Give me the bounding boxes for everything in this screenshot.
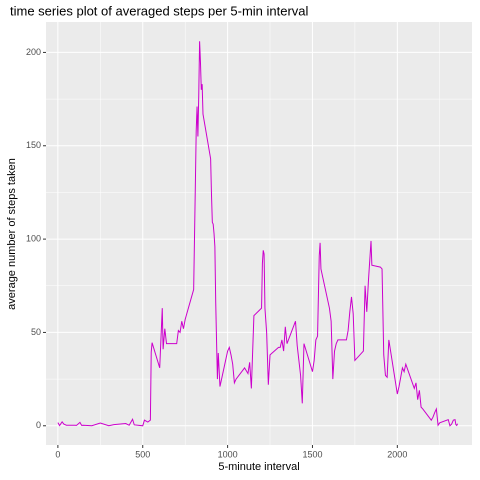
- y-tick-label: 0: [36, 420, 41, 430]
- x-tick-label: 1500: [302, 449, 322, 459]
- x-tick-label: 1000: [218, 449, 238, 459]
- data-line: [57, 41, 459, 427]
- x-tick-label: 0: [55, 449, 60, 459]
- y-tick-label: 150: [26, 140, 41, 150]
- panel: [46, 22, 472, 445]
- y-tick-label: 50: [31, 327, 41, 337]
- y-tick-label: 100: [26, 233, 41, 243]
- y-axis-title: average number of steps taken: [6, 158, 18, 310]
- chart-title: time series plot of averaged steps per 5…: [10, 3, 309, 18]
- x-tick-label: 500: [135, 449, 150, 459]
- x-axis-title: 5-minute interval: [218, 461, 299, 473]
- y-tick-label: 200: [26, 47, 41, 57]
- x-tick-label: 2000: [387, 449, 407, 459]
